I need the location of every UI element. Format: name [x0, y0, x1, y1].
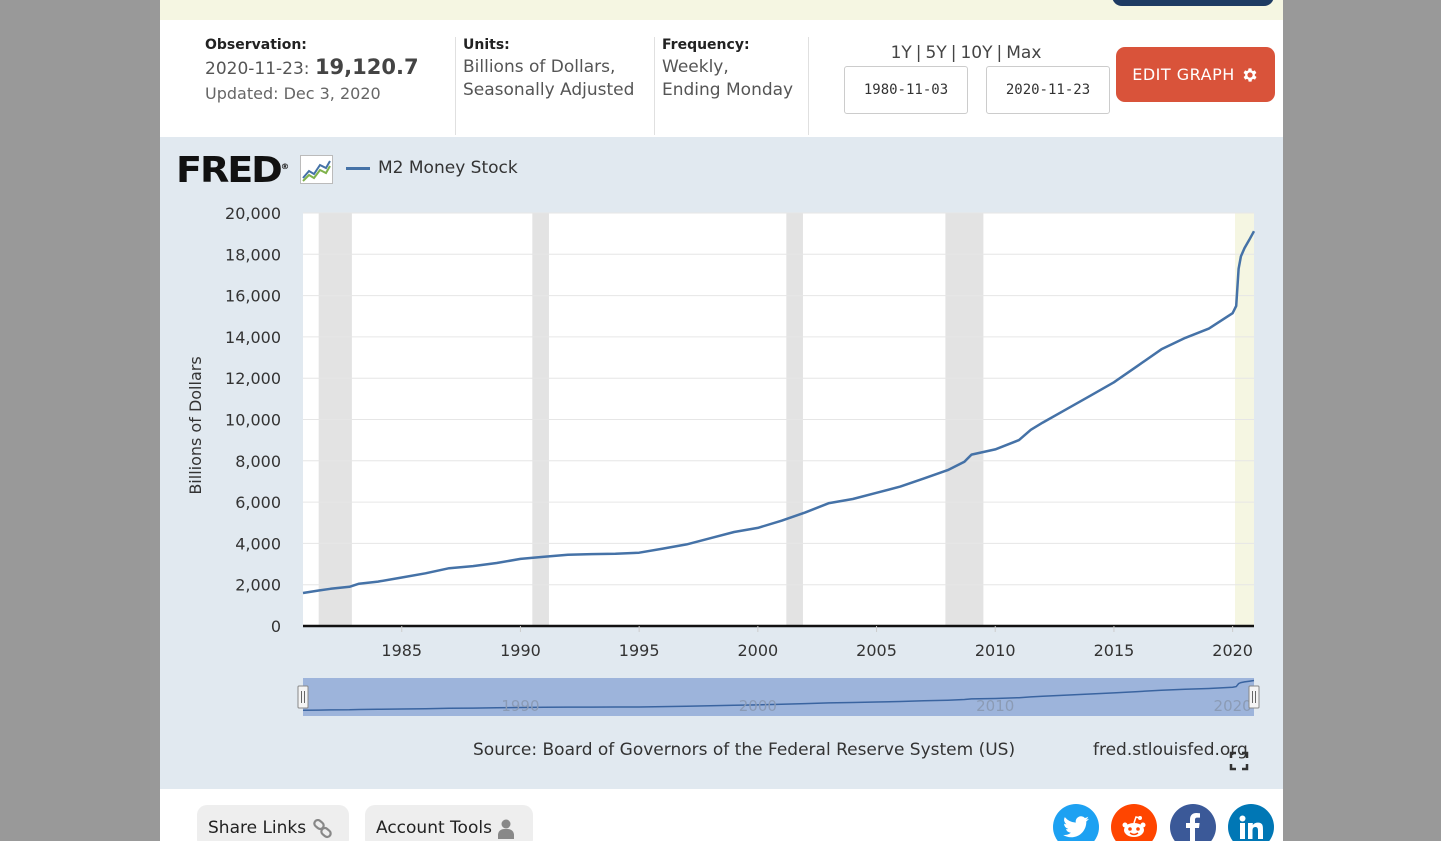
fred-url-link[interactable]: fred.stlouisfed.org	[1093, 740, 1248, 760]
range-links: 1Y | 5Y | 10Y | Max	[840, 43, 1092, 63]
range-max-link[interactable]: Max	[1006, 43, 1042, 63]
navigator-series-line	[302, 679, 1255, 712]
end-date-input[interactable]	[986, 66, 1110, 114]
start-date-input[interactable]	[844, 66, 968, 114]
linkedin-in-icon	[1239, 815, 1263, 839]
updated-date: Updated: Dec 3, 2020	[205, 84, 381, 103]
frequency-line2: Ending Monday	[662, 80, 794, 100]
share-links-button[interactable]: Share Links	[197, 805, 349, 841]
fred-logo-mark: ®	[280, 162, 290, 171]
navigator-background	[303, 678, 1254, 716]
reddit-alien-icon	[1122, 816, 1146, 837]
y-tick-label: 18,000	[225, 245, 281, 264]
top-banner	[160, 0, 1283, 20]
fred-logo: FRED®	[176, 150, 289, 191]
source-text: Source: Board of Governors of the Federa…	[473, 740, 1016, 760]
y-tick-label: 14,000	[225, 328, 281, 347]
y-tick-label: 10,000	[225, 411, 281, 430]
y-axis-label: Billions of Dollars	[186, 356, 205, 494]
graph-area: FRED® M2 Money Stock 0 2,000 4,000 6,000 8,0…	[160, 137, 1283, 789]
units-line1: Billions of Dollars,	[463, 57, 616, 77]
x-tick-label: 2020	[1212, 641, 1253, 660]
navigator-tick-label: 1990	[501, 697, 539, 715]
y-tick-label: 8,000	[235, 452, 281, 471]
x-tick-label: 1990	[500, 641, 541, 660]
link-icon	[313, 819, 332, 839]
legend-series-name: M2 Money Stock	[378, 158, 518, 178]
frequency-label: Frequency:	[662, 37, 750, 53]
navigator-left-handle[interactable]	[297, 685, 309, 709]
legend-swatch	[346, 166, 370, 170]
y-tick-label: 12,000	[225, 369, 281, 388]
fred-logo-text: FRED	[176, 150, 283, 191]
share-links-label: Share Links	[208, 818, 307, 838]
banner-button[interactable]	[1112, 0, 1274, 6]
observation-block: Observation: 2020-11-23: 19,120.7 Update…	[205, 37, 419, 103]
fred-chart-icon	[300, 155, 333, 184]
observation-label: Observation:	[205, 37, 307, 53]
reddit-icon[interactable]	[1111, 804, 1157, 841]
user-icon	[497, 819, 514, 839]
units-line2: Seasonally Adjusted	[463, 80, 635, 100]
account-tools-label: Account Tools	[376, 818, 492, 838]
units-label: Units:	[463, 37, 510, 53]
y-tick-label: 0	[271, 617, 281, 636]
navigator-right-handle[interactable]	[1248, 685, 1260, 709]
frequency-block: Frequency: Weekly, Ending Monday	[662, 37, 793, 100]
divider	[654, 37, 655, 135]
facebook-icon[interactable]	[1170, 804, 1216, 841]
twitter-icon[interactable]	[1053, 804, 1099, 841]
x-tick-label: 2010	[975, 641, 1016, 660]
frequency-line1: Weekly,	[662, 57, 729, 77]
x-tick-label: 2005	[856, 641, 897, 660]
observation-value: 19,120.7	[314, 55, 419, 79]
range-1y-link[interactable]: 1Y	[890, 43, 912, 63]
range-5y-link[interactable]: 5Y	[925, 43, 947, 63]
edit-graph-label: EDIT GRAPH	[1132, 65, 1235, 84]
expand-icon[interactable]	[1229, 751, 1249, 771]
facebook-f-icon	[1186, 813, 1200, 841]
navigator-tick-label: 2000	[739, 697, 777, 715]
x-tick-label: 2015	[1094, 641, 1135, 660]
x-tick-label: 2000	[737, 641, 778, 660]
y-tick-label: 4,000	[235, 534, 281, 553]
divider	[808, 37, 809, 135]
divider	[455, 37, 456, 135]
series-line	[302, 230, 1256, 595]
gear-icon	[1243, 67, 1257, 82]
range-separator: |	[915, 43, 922, 63]
y-tick-label: 6,000	[235, 493, 281, 512]
range-separator: |	[996, 43, 1003, 63]
edit-graph-button[interactable]: EDIT GRAPH	[1116, 47, 1275, 102]
y-tick-label: 16,000	[225, 287, 281, 306]
navigator-tick-label: 2010	[976, 697, 1014, 715]
y-tick-label: 20,000	[225, 204, 281, 223]
twitter-bird-icon	[1063, 816, 1089, 838]
range-10y-link[interactable]: 10Y	[960, 43, 993, 63]
observation-date: 2020-11-23:	[205, 59, 310, 79]
page: Observation: 2020-11-23: 19,120.7 Update…	[160, 0, 1283, 841]
y-tick-label: 2,000	[235, 576, 281, 595]
x-tick-label: 1985	[381, 641, 422, 660]
account-tools-button[interactable]: Account Tools	[365, 805, 533, 841]
range-separator: |	[950, 43, 957, 63]
m2-money-stock-chart: 0 2,000 4,000 6,000 8,000 10,000 12,000 14,000 1…	[186, 204, 1260, 716]
navigator-tick-label: 2020	[1214, 697, 1252, 715]
x-tick-label: 1995	[619, 641, 660, 660]
linkedin-icon[interactable]	[1228, 804, 1274, 841]
units-block: Units: Billions of Dollars, Seasonally A…	[463, 37, 634, 100]
chart-legend: M2 Money Stock	[346, 158, 518, 178]
